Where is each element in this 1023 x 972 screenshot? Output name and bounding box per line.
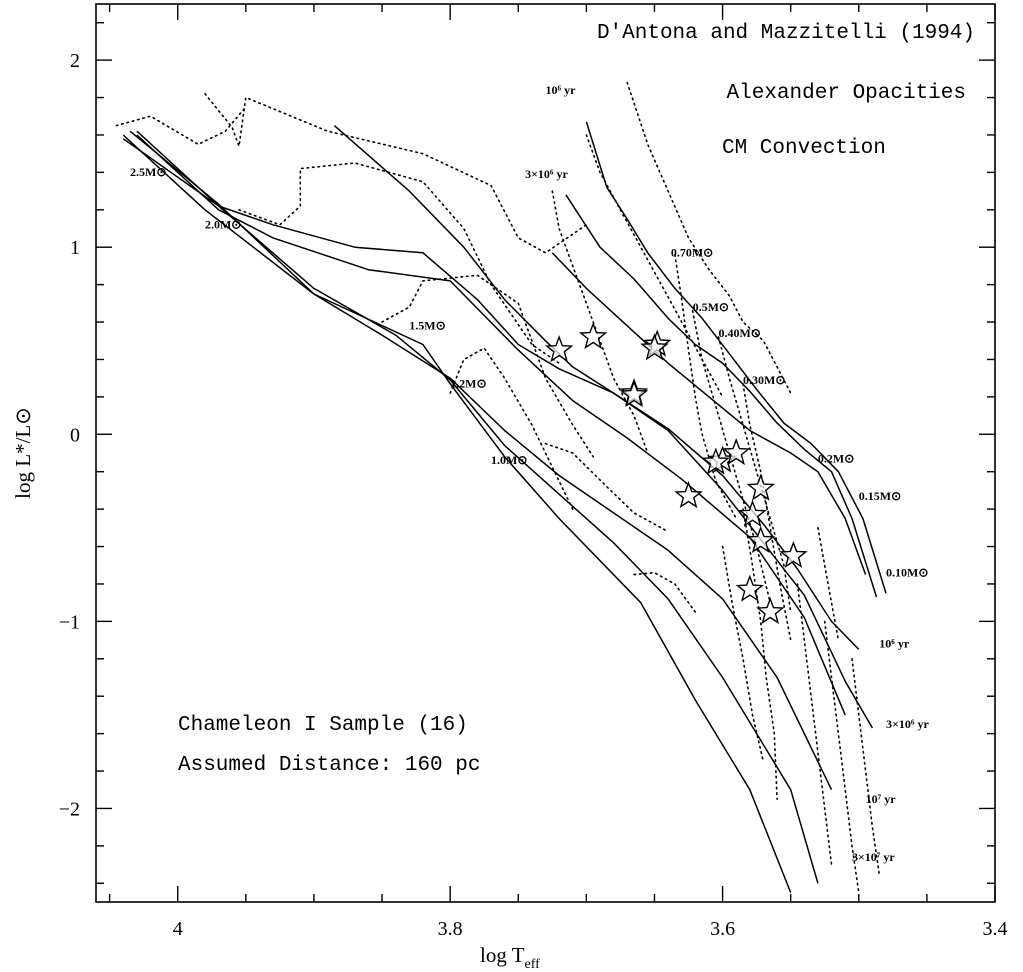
track-solid-5 bbox=[333, 125, 860, 650]
track-solid-7 bbox=[565, 194, 878, 598]
star-marker-15 bbox=[619, 380, 649, 408]
sample-stars bbox=[544, 322, 808, 625]
y-tick-label: −2 bbox=[59, 798, 80, 820]
x-axis-title-main: log T bbox=[480, 943, 525, 967]
isochrone-label: 10⁷ yr bbox=[866, 792, 897, 806]
isochrone-dotted-20 bbox=[691, 310, 771, 604]
mass-label: 2.0M⊙ bbox=[205, 218, 241, 232]
y-tick-label: 2 bbox=[70, 50, 80, 72]
y-axis-title: log L*/L⊙ bbox=[11, 407, 35, 499]
y-tick-label: 1 bbox=[70, 237, 80, 259]
star-marker-0 bbox=[544, 335, 574, 363]
track-labels: 2.5M⊙ 2.0M⊙ 1.5M⊙ 1.2M⊙ 1.0M⊙ 0.70M⊙ 0.5M⊙ 0.40… bbox=[130, 83, 929, 864]
annotation-model: D'Antona and Mazzitelli (1994) bbox=[597, 22, 975, 45]
track-solid-1 bbox=[122, 138, 819, 884]
isochrone-dotted-22 bbox=[742, 383, 792, 641]
mass-label: 0.70M⊙ bbox=[671, 246, 713, 260]
isochrone-dotted-12 bbox=[381, 274, 594, 458]
x-axis-title: log Teff bbox=[480, 943, 540, 972]
star-marker-6 bbox=[674, 481, 703, 509]
mass-label: 0.30M⊙ bbox=[743, 373, 785, 387]
isochrone-dotted-25 bbox=[796, 583, 833, 866]
x-axis-title-sub: eff bbox=[525, 957, 541, 972]
track-solid-4 bbox=[136, 130, 874, 729]
mass-label: 0.5M⊙ bbox=[693, 300, 729, 314]
isochrone-label: 3×10⁷ yr bbox=[852, 850, 895, 864]
isochrone-dotted-16 bbox=[626, 81, 792, 394]
x-tick-label: 3.6 bbox=[710, 918, 735, 940]
isochrone-dotted-28 bbox=[817, 527, 840, 641]
star-marker-9 bbox=[746, 525, 776, 554]
y-tick-label: 0 bbox=[70, 424, 80, 446]
star-marker-11 bbox=[735, 574, 765, 602]
plot-frame bbox=[95, 3, 996, 903]
star-marker-8 bbox=[738, 499, 767, 527]
isochrone-dotted-9 bbox=[115, 106, 247, 146]
mass-label: 0.40M⊙ bbox=[718, 326, 760, 340]
isochrone-dotted-27 bbox=[851, 658, 880, 875]
annotation-opacities: Alexander Opacities bbox=[727, 82, 966, 105]
isochrone-dotted-24 bbox=[721, 545, 765, 763]
x-tick-label: 4 bbox=[173, 918, 183, 940]
star-marker-10 bbox=[779, 540, 808, 569]
isochrone-dotted-21 bbox=[717, 336, 792, 613]
isochrone-dotted-14 bbox=[544, 442, 669, 533]
annotation-convection: CM Convection bbox=[722, 137, 886, 160]
y-tick-label: −1 bbox=[59, 611, 80, 633]
isochrone-dotted-23 bbox=[742, 508, 778, 800]
mass-label: 1.0M⊙ bbox=[491, 453, 527, 467]
track-solid-3 bbox=[136, 134, 846, 716]
annotation-distance: Assumed Distance: 160 pc bbox=[178, 754, 480, 777]
star-marker-5 bbox=[721, 437, 751, 466]
track-solid-2 bbox=[122, 134, 833, 791]
track-solid-0 bbox=[129, 130, 792, 893]
mass-label: 0.15M⊙ bbox=[859, 489, 901, 503]
isochrone-label: 10⁶ yr bbox=[546, 83, 577, 97]
mass-label: 1.2M⊙ bbox=[450, 377, 486, 391]
mass-label: 1.5M⊙ bbox=[409, 319, 445, 333]
x-tick-label: 3.8 bbox=[438, 918, 463, 940]
isochrone-dotted-13 bbox=[449, 347, 574, 510]
mass-label: 0.10M⊙ bbox=[886, 565, 928, 579]
axis-ticks bbox=[96, 4, 996, 902]
track-solid-8 bbox=[585, 121, 887, 594]
isochrone-dotted-15 bbox=[633, 571, 697, 613]
isochrone-label: 3×10⁶ yr bbox=[525, 167, 568, 181]
star-marker-7 bbox=[746, 473, 776, 501]
isochrone-dotted-19 bbox=[674, 253, 737, 520]
annotation-sample: Chameleon I Sample (16) bbox=[178, 714, 468, 737]
axis-tick-labels: 4 3.8 3.6 3.4 2 1 0 −1 −2 bbox=[59, 50, 1008, 940]
evolutionary-tracks bbox=[115, 81, 887, 894]
star-marker-1 bbox=[578, 322, 608, 350]
isochrone-label: 3×10⁶ yr bbox=[886, 717, 929, 731]
star-marker-14 bbox=[701, 447, 730, 475]
isochrone-dotted-11 bbox=[238, 162, 560, 364]
isochrone-label: 10⁶ yr bbox=[879, 637, 910, 651]
mass-label: 2.5M⊙ bbox=[130, 165, 166, 179]
x-tick-label: 3.4 bbox=[983, 918, 1008, 940]
star-marker-13 bbox=[640, 333, 669, 361]
track-solid-6 bbox=[551, 252, 867, 575]
star-marker-12 bbox=[756, 597, 785, 625]
mass-label: 0.2M⊙ bbox=[818, 451, 854, 465]
